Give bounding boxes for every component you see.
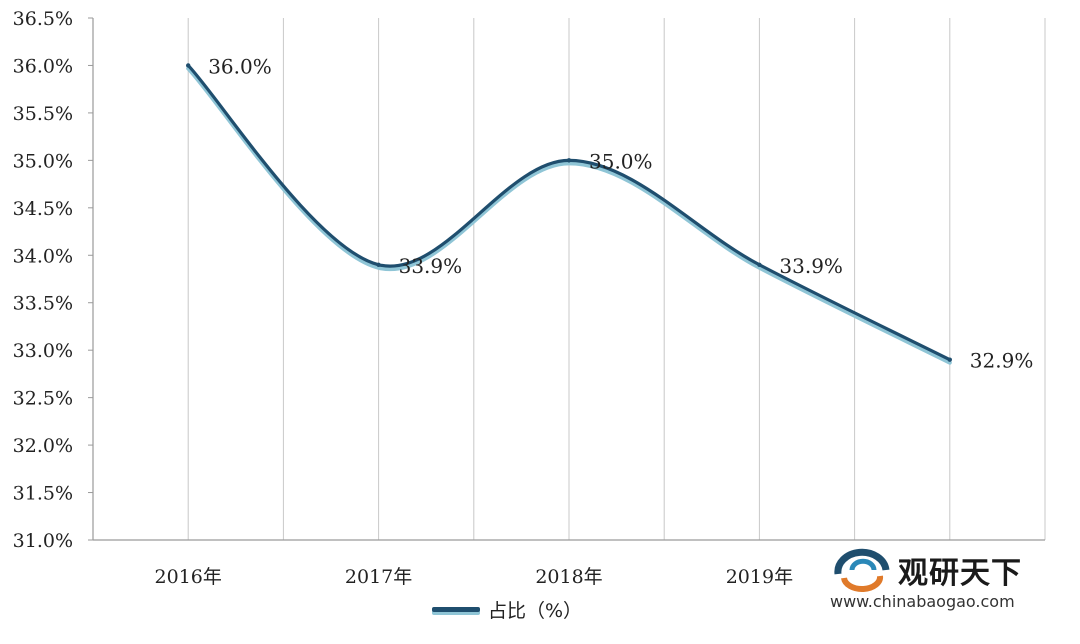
y-tick-label: 34.5% <box>13 198 73 220</box>
data-point <box>376 262 381 267</box>
data-label: 35.0% <box>589 149 653 173</box>
data-label: 36.0% <box>208 54 272 78</box>
data-point <box>757 262 762 267</box>
series-line-path <box>186 63 952 362</box>
grid-lines <box>92 18 1046 540</box>
x-tick-label: 2019年 <box>726 566 793 588</box>
data-label: 32.9% <box>970 349 1034 373</box>
axes <box>92 18 1045 541</box>
y-axis-tick-labels: 31.0% 31.5% 32.0% 32.5% 33.0% 33.5% 34.0% 34.5%… <box>13 8 93 552</box>
data-points <box>186 63 952 362</box>
x-tick-label: 2016年 <box>155 566 222 588</box>
x-axis-tick-labels: 2016年 2017年 2018年 2019年 <box>155 566 794 588</box>
series-line-shadow <box>186 66 952 365</box>
y-tick-label: 35.0% <box>13 150 73 172</box>
y-tick-label: 36.5% <box>13 8 73 30</box>
data-labels: 36.0% 33.9% 35.0% 33.9% 32.9% <box>208 54 1033 372</box>
watermark-url: www.chinabaogao.com <box>830 592 1015 611</box>
watermark: 观研天下 www.chinabaogao.com <box>826 546 1066 616</box>
legend: 占比（%） <box>432 596 582 623</box>
series-line <box>186 63 952 365</box>
watermark-logo-icon <box>834 548 890 593</box>
data-point <box>566 158 572 163</box>
data-label: 33.9% <box>399 254 463 278</box>
x-tick-label: 2017年 <box>345 566 412 588</box>
y-tick-label: 31.5% <box>13 483 73 505</box>
y-tick-label: 31.0% <box>13 530 73 552</box>
y-tick-label: 34.0% <box>13 245 73 267</box>
data-point <box>947 357 952 362</box>
y-tick-label: 32.5% <box>13 388 73 410</box>
data-point <box>186 63 191 68</box>
y-tick-label: 33.5% <box>13 293 73 315</box>
y-tick-label: 32.0% <box>13 435 73 457</box>
y-tick-label: 36.0% <box>13 55 73 77</box>
legend-label: 占比（%） <box>488 600 583 622</box>
y-tick-label: 35.5% <box>13 103 73 125</box>
legend-swatch <box>432 607 480 612</box>
watermark-title: 观研天下 <box>898 556 1022 591</box>
x-tick-label: 2018年 <box>535 566 602 588</box>
data-label: 33.9% <box>779 254 843 278</box>
y-tick-label: 33.0% <box>13 340 73 362</box>
